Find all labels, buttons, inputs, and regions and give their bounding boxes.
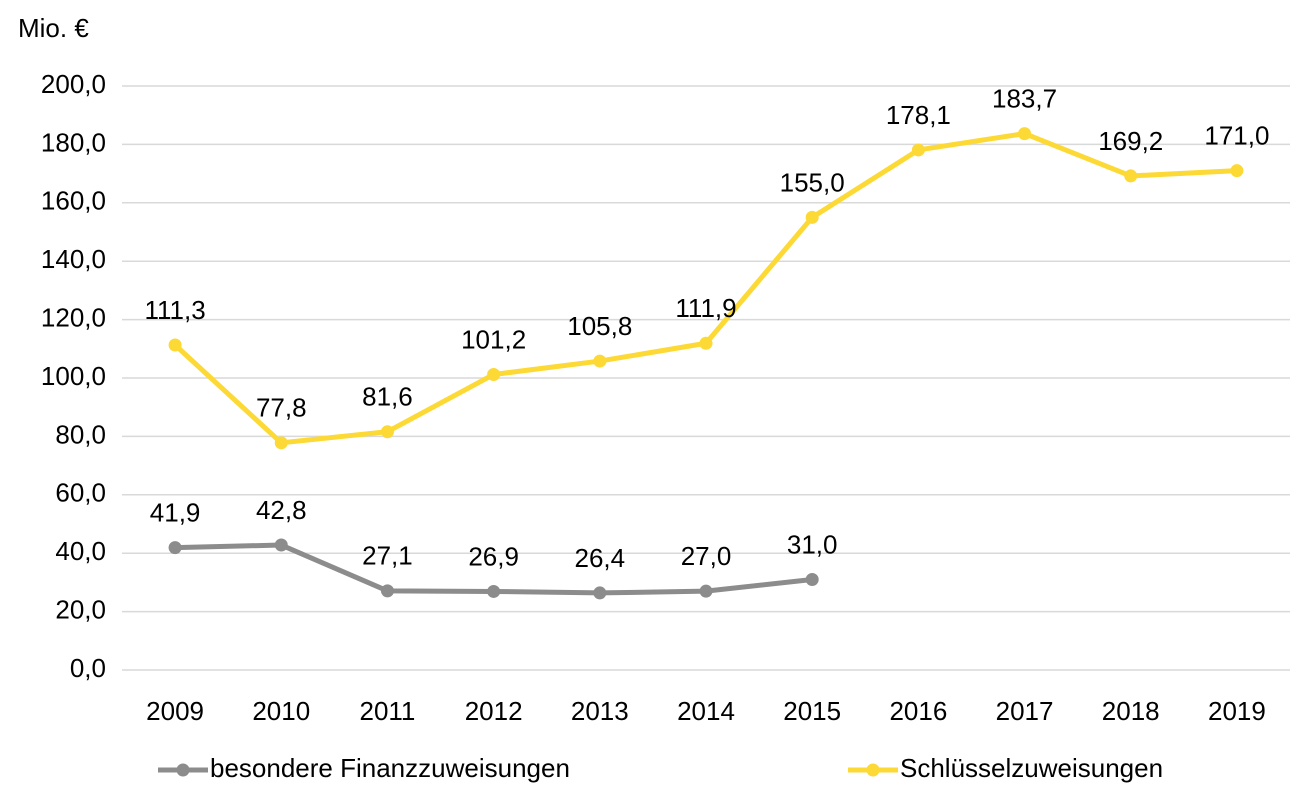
legend-label: Schlüsselzuweisungen [900,753,1163,783]
y-tick-label: 0,0 [70,653,106,683]
data-label: 81,6 [362,382,413,412]
data-point [274,436,288,450]
data-label: 155,0 [780,167,845,197]
data-point [911,143,925,157]
data-point [593,586,607,600]
x-tick-label: 2011 [359,696,415,726]
data-point [805,572,819,586]
legend-marker [866,763,880,777]
data-point [380,425,394,439]
y-tick-label: 100,0 [41,361,106,391]
data-label: 42,8 [256,495,307,525]
data-label: 101,2 [461,324,526,354]
data-label: 27,0 [681,541,732,571]
y-tick-label: 180,0 [41,127,106,157]
y-tick-label: 80,0 [55,419,106,449]
x-tick-label: 2017 [996,696,1054,726]
x-tick-label: 2015 [783,696,841,726]
y-tick-label: 120,0 [41,302,106,332]
data-label: 169,2 [1098,126,1163,156]
y-tick-label: 60,0 [55,478,106,508]
data-point [168,541,182,555]
data-label: 111,9 [675,293,736,323]
x-tick-label: 2009 [146,696,204,726]
data-point [805,210,819,224]
data-point [168,338,182,352]
data-point [380,584,394,598]
x-tick-label: 2019 [1208,696,1266,726]
data-point [487,584,501,598]
data-label: 31,0 [787,529,838,559]
data-label: 26,9 [468,541,519,571]
data-point [699,584,713,598]
x-tick-label: 2012 [465,696,523,726]
data-label: 77,8 [256,393,307,423]
y-tick-label: 140,0 [41,244,106,274]
data-label: 111,3 [144,295,205,325]
y-tick-label: 20,0 [55,594,106,624]
x-tick-label: 2013 [571,696,629,726]
y-axis-label: Mio. € [18,13,89,43]
legend-marker [176,763,190,777]
x-tick-label: 2010 [252,696,310,726]
data-point [1230,164,1244,178]
data-point [699,336,713,350]
legend-label: besondere Finanzzuweisungen [210,753,570,783]
x-tick-label: 2014 [677,696,735,726]
data-label: 27,1 [362,541,413,571]
data-label: 178,1 [886,100,951,130]
data-point [1124,169,1138,183]
data-point [1018,127,1032,141]
y-tick-label: 200,0 [41,69,106,99]
y-tick-label: 40,0 [55,536,106,566]
data-label: 105,8 [567,311,632,341]
data-label: 183,7 [992,83,1057,113]
data-point [593,354,607,368]
x-tick-label: 2016 [889,696,947,726]
y-tick-label: 160,0 [41,186,106,216]
x-tick-label: 2018 [1102,696,1160,726]
data-label: 26,4 [575,543,626,573]
data-label: 41,9 [150,498,201,528]
data-point [274,538,288,552]
data-point [487,367,501,381]
data-label: 171,0 [1204,121,1269,151]
series-line [173,131,1238,446]
